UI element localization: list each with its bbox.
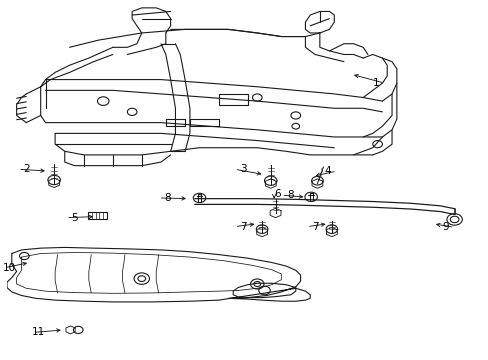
Text: 7: 7	[312, 222, 318, 231]
Text: 5: 5	[71, 213, 78, 222]
Text: 10: 10	[2, 263, 16, 273]
Text: 7: 7	[240, 222, 246, 231]
Text: 8: 8	[163, 193, 170, 203]
Text: 9: 9	[442, 222, 448, 232]
Text: 1: 1	[372, 78, 379, 88]
Text: 11: 11	[32, 327, 45, 337]
Text: 4: 4	[324, 166, 330, 176]
Text: 3: 3	[240, 164, 246, 174]
Text: 2: 2	[23, 164, 30, 174]
Text: 6: 6	[274, 189, 280, 199]
Text: 8: 8	[286, 190, 293, 200]
